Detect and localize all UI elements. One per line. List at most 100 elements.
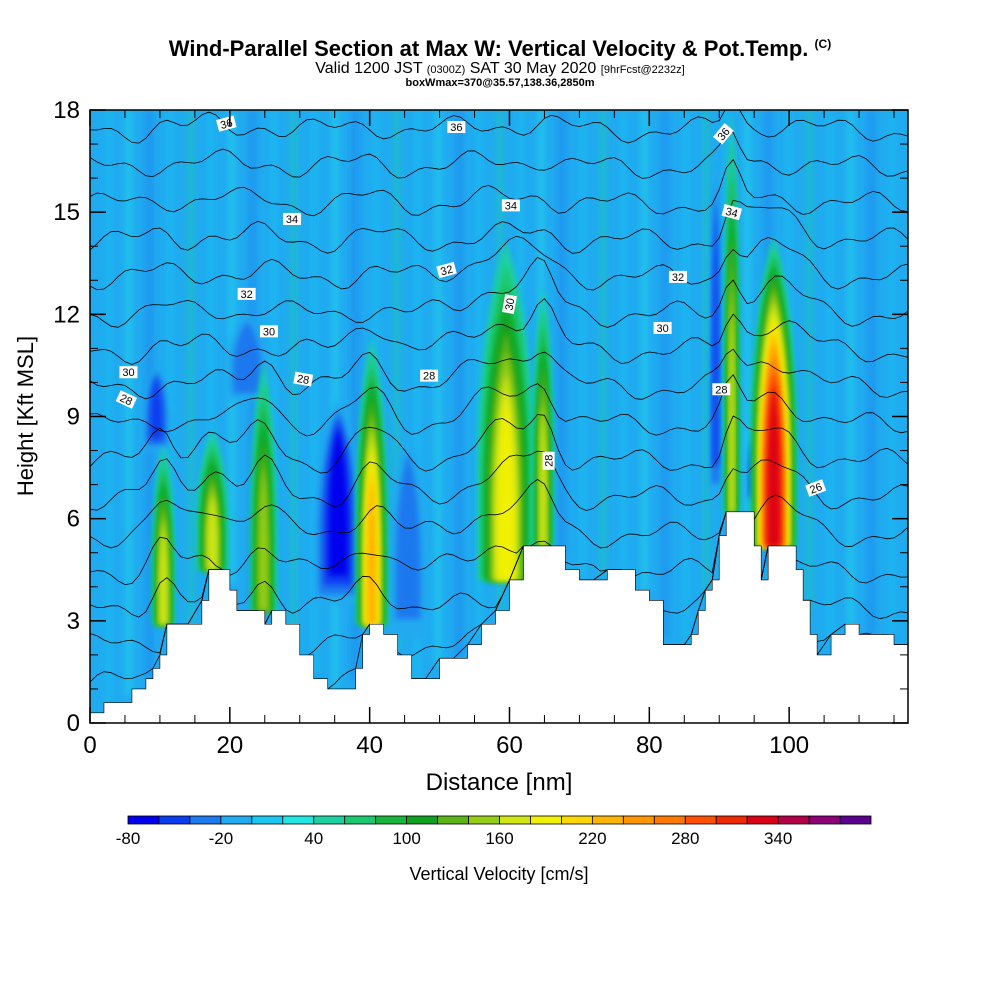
colorbar-swatch [344, 815, 377, 825]
downdraft-band [233, 320, 262, 394]
colorbar-swatch [158, 815, 191, 825]
field-streak [330, 110, 340, 689]
field-streak [619, 110, 628, 570]
field-streak [805, 110, 814, 611]
downdraft-band [395, 452, 421, 620]
valid-time-utc: (0300Z) [426, 64, 466, 76]
y-axis-label: Height [Kft MSL] [13, 336, 38, 496]
field-streak [660, 110, 670, 637]
field-streak [103, 110, 113, 703]
colorbar-swatch [220, 815, 253, 825]
contour-label-text: 28 [118, 392, 134, 408]
valid-time-date: SAT 30 May 2020 [469, 60, 597, 77]
field-streak [640, 110, 649, 594]
valid-time-prefix: Valid 1200 JST [315, 60, 423, 77]
x-tick-label: 100 [769, 732, 809, 759]
x-tick-label: 40 [356, 732, 383, 759]
field-streak [165, 110, 175, 629]
field-streak [557, 110, 567, 557]
y-tick-label: 0 [67, 710, 80, 737]
colorbar-tick-label: 100 [392, 829, 420, 848]
colorbar-tick-label: -20 [209, 829, 234, 848]
contour-label: 32 [436, 261, 457, 278]
colorbar-label: Vertical Velocity [cm/s] [409, 864, 588, 884]
contour-label: 28 [420, 369, 439, 383]
field-streak [743, 110, 752, 512]
field-streak [433, 110, 443, 667]
y-tick-label: 18 [53, 97, 80, 124]
x-tick-label: 60 [496, 732, 523, 759]
colorbar-tick-label: -80 [116, 829, 141, 848]
contour-label: 26 [805, 479, 827, 497]
contour-label-text: 26 [808, 481, 824, 496]
colorbar-swatch [591, 815, 624, 825]
field-streak [413, 110, 422, 679]
colorbar-swatch [437, 815, 469, 825]
colorbar-swatch [499, 815, 531, 825]
theta-contour-line [90, 256, 908, 328]
contour-label-bg [502, 294, 517, 315]
contour-label-bg [283, 212, 302, 225]
contour-label: 34 [721, 204, 743, 221]
valid-time-line: Valid 1200 JST (0300Z) SAT 30 May 2020 [… [0, 60, 1000, 78]
updraft-band [258, 463, 269, 611]
chart-title: Wind-Parallel Section at Max W: Vertical… [0, 36, 1000, 62]
theta-contour-line [90, 298, 908, 365]
y-tick-label: 15 [53, 199, 80, 226]
velocity-field [103, 110, 897, 703]
contour-label-bg [115, 390, 138, 409]
field-streak [598, 110, 608, 576]
contour-label-bg [259, 325, 278, 338]
downdraft-band [712, 196, 719, 466]
contour-label-bg [805, 479, 827, 497]
contour-label-text: 30 [263, 326, 275, 338]
contour-label-text: 28 [423, 371, 435, 383]
y-tick-label: 6 [67, 506, 80, 533]
theta-contour-line [90, 131, 908, 179]
y-tick-label: 12 [53, 301, 80, 328]
contour-label: 28 [542, 451, 556, 470]
field-streak [887, 110, 897, 636]
colorbar-swatch [622, 815, 655, 825]
field-streak [475, 110, 484, 634]
colorbar-tick-label: 160 [485, 829, 513, 848]
contour-label: 28 [293, 371, 314, 387]
field-streak [454, 110, 463, 658]
contour-label: 30 [502, 294, 517, 315]
contour-label-text: 30 [656, 323, 668, 335]
contour-label: 28 [115, 390, 138, 409]
colorbar-tick-label: 280 [671, 829, 699, 848]
downdraft-band [328, 427, 348, 576]
theta-contour-line [90, 450, 908, 512]
theta-contour-line [90, 373, 908, 437]
updraft-band [207, 493, 217, 570]
field-streak [186, 110, 195, 625]
colorbar-swatch [282, 815, 315, 825]
field-streak [846, 110, 855, 626]
x-axis-label: Distance [nm] [426, 769, 573, 796]
box-wmax-info: boxWmax=370@35.57,138.36,2850m [405, 77, 595, 89]
copyright-mark: (C) [814, 37, 832, 51]
field-streak [867, 110, 876, 635]
x-tick-label: 0 [83, 732, 96, 759]
contour-label-bg [721, 204, 743, 221]
contour-label: 32 [668, 270, 687, 284]
x-axis: 0 20 40 60 80 100 [83, 110, 895, 759]
contour-label-text: 30 [122, 367, 134, 379]
colorbar-swatch [406, 815, 438, 825]
contour-label-text: 34 [505, 200, 517, 212]
contour-label-bg [542, 451, 555, 470]
field-streak [351, 110, 360, 681]
forecast-info: [9hrFcst@2232z] [600, 64, 685, 76]
updraft-band [497, 395, 515, 580]
contour-label-bg [668, 270, 687, 283]
colorbar-swatch [251, 815, 284, 825]
colorbar-swatch [715, 815, 748, 825]
field-streak [392, 110, 402, 648]
colorbar-swatch [561, 815, 593, 825]
colorbar-swatch [313, 815, 346, 825]
updraft-band [159, 520, 168, 625]
